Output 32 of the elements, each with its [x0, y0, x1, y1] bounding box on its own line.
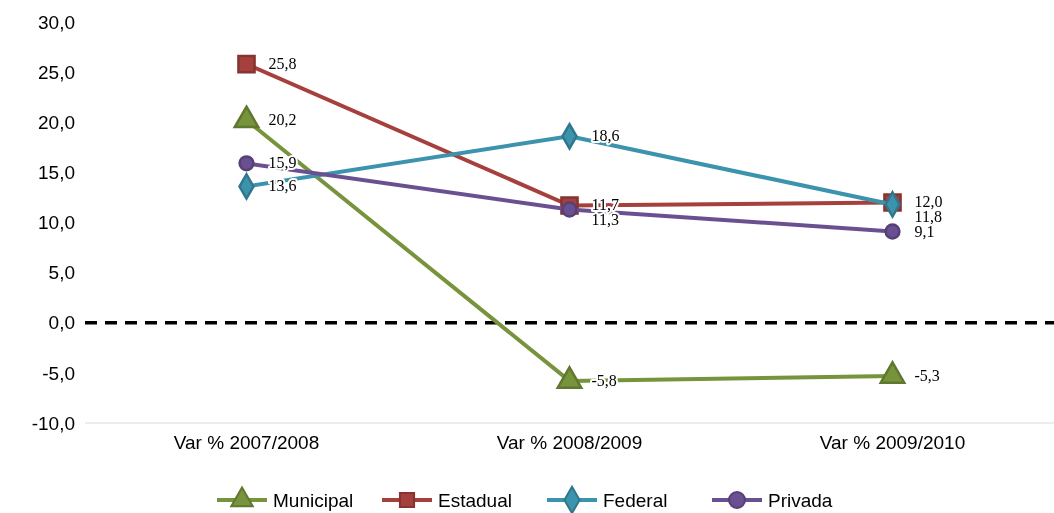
y-tick-label: 15,0 — [38, 162, 75, 184]
y-tick-label: 5,0 — [48, 262, 75, 284]
x-tick-label: Var % 2008/2009 — [496, 432, 643, 453]
y-tick-label: 30,0 — [38, 11, 75, 33]
point — [561, 201, 578, 218]
x-tick-label: Var % 2009/2010 — [819, 432, 966, 453]
data-label: 11,3 — [591, 211, 619, 229]
y-tick-label: 25,0 — [38, 61, 75, 83]
data-label: 11,8 — [914, 208, 942, 226]
data-label: 18,6 — [591, 127, 620, 145]
legend-label: Estadual — [438, 489, 512, 511]
data-label: 25,8 — [268, 55, 297, 73]
x-tick-label: Var % 2007/2008 — [173, 432, 320, 453]
data-label: -5,3 — [914, 366, 940, 384]
data-label: 9,1 — [914, 223, 935, 241]
y-tick-label: 0,0 — [48, 312, 75, 334]
point — [884, 223, 901, 240]
point — [238, 155, 255, 172]
point — [556, 366, 583, 389]
data-label: 13,6 — [268, 177, 297, 195]
y-tick-label: -10,0 — [31, 412, 75, 434]
legend-label: Federal — [603, 489, 668, 511]
data-label: 20,2 — [268, 111, 297, 129]
data-label: -5,8 — [591, 371, 617, 389]
point — [879, 361, 906, 384]
legend-label: Municipal — [273, 489, 354, 511]
data-label: 12,0 — [914, 193, 943, 211]
y-tick-label: -5,0 — [42, 362, 75, 384]
legend-label: Privada — [768, 489, 833, 511]
y-tick-label: 10,0 — [38, 212, 75, 234]
y-tick-label: 20,0 — [38, 111, 75, 133]
point — [237, 54, 256, 74]
